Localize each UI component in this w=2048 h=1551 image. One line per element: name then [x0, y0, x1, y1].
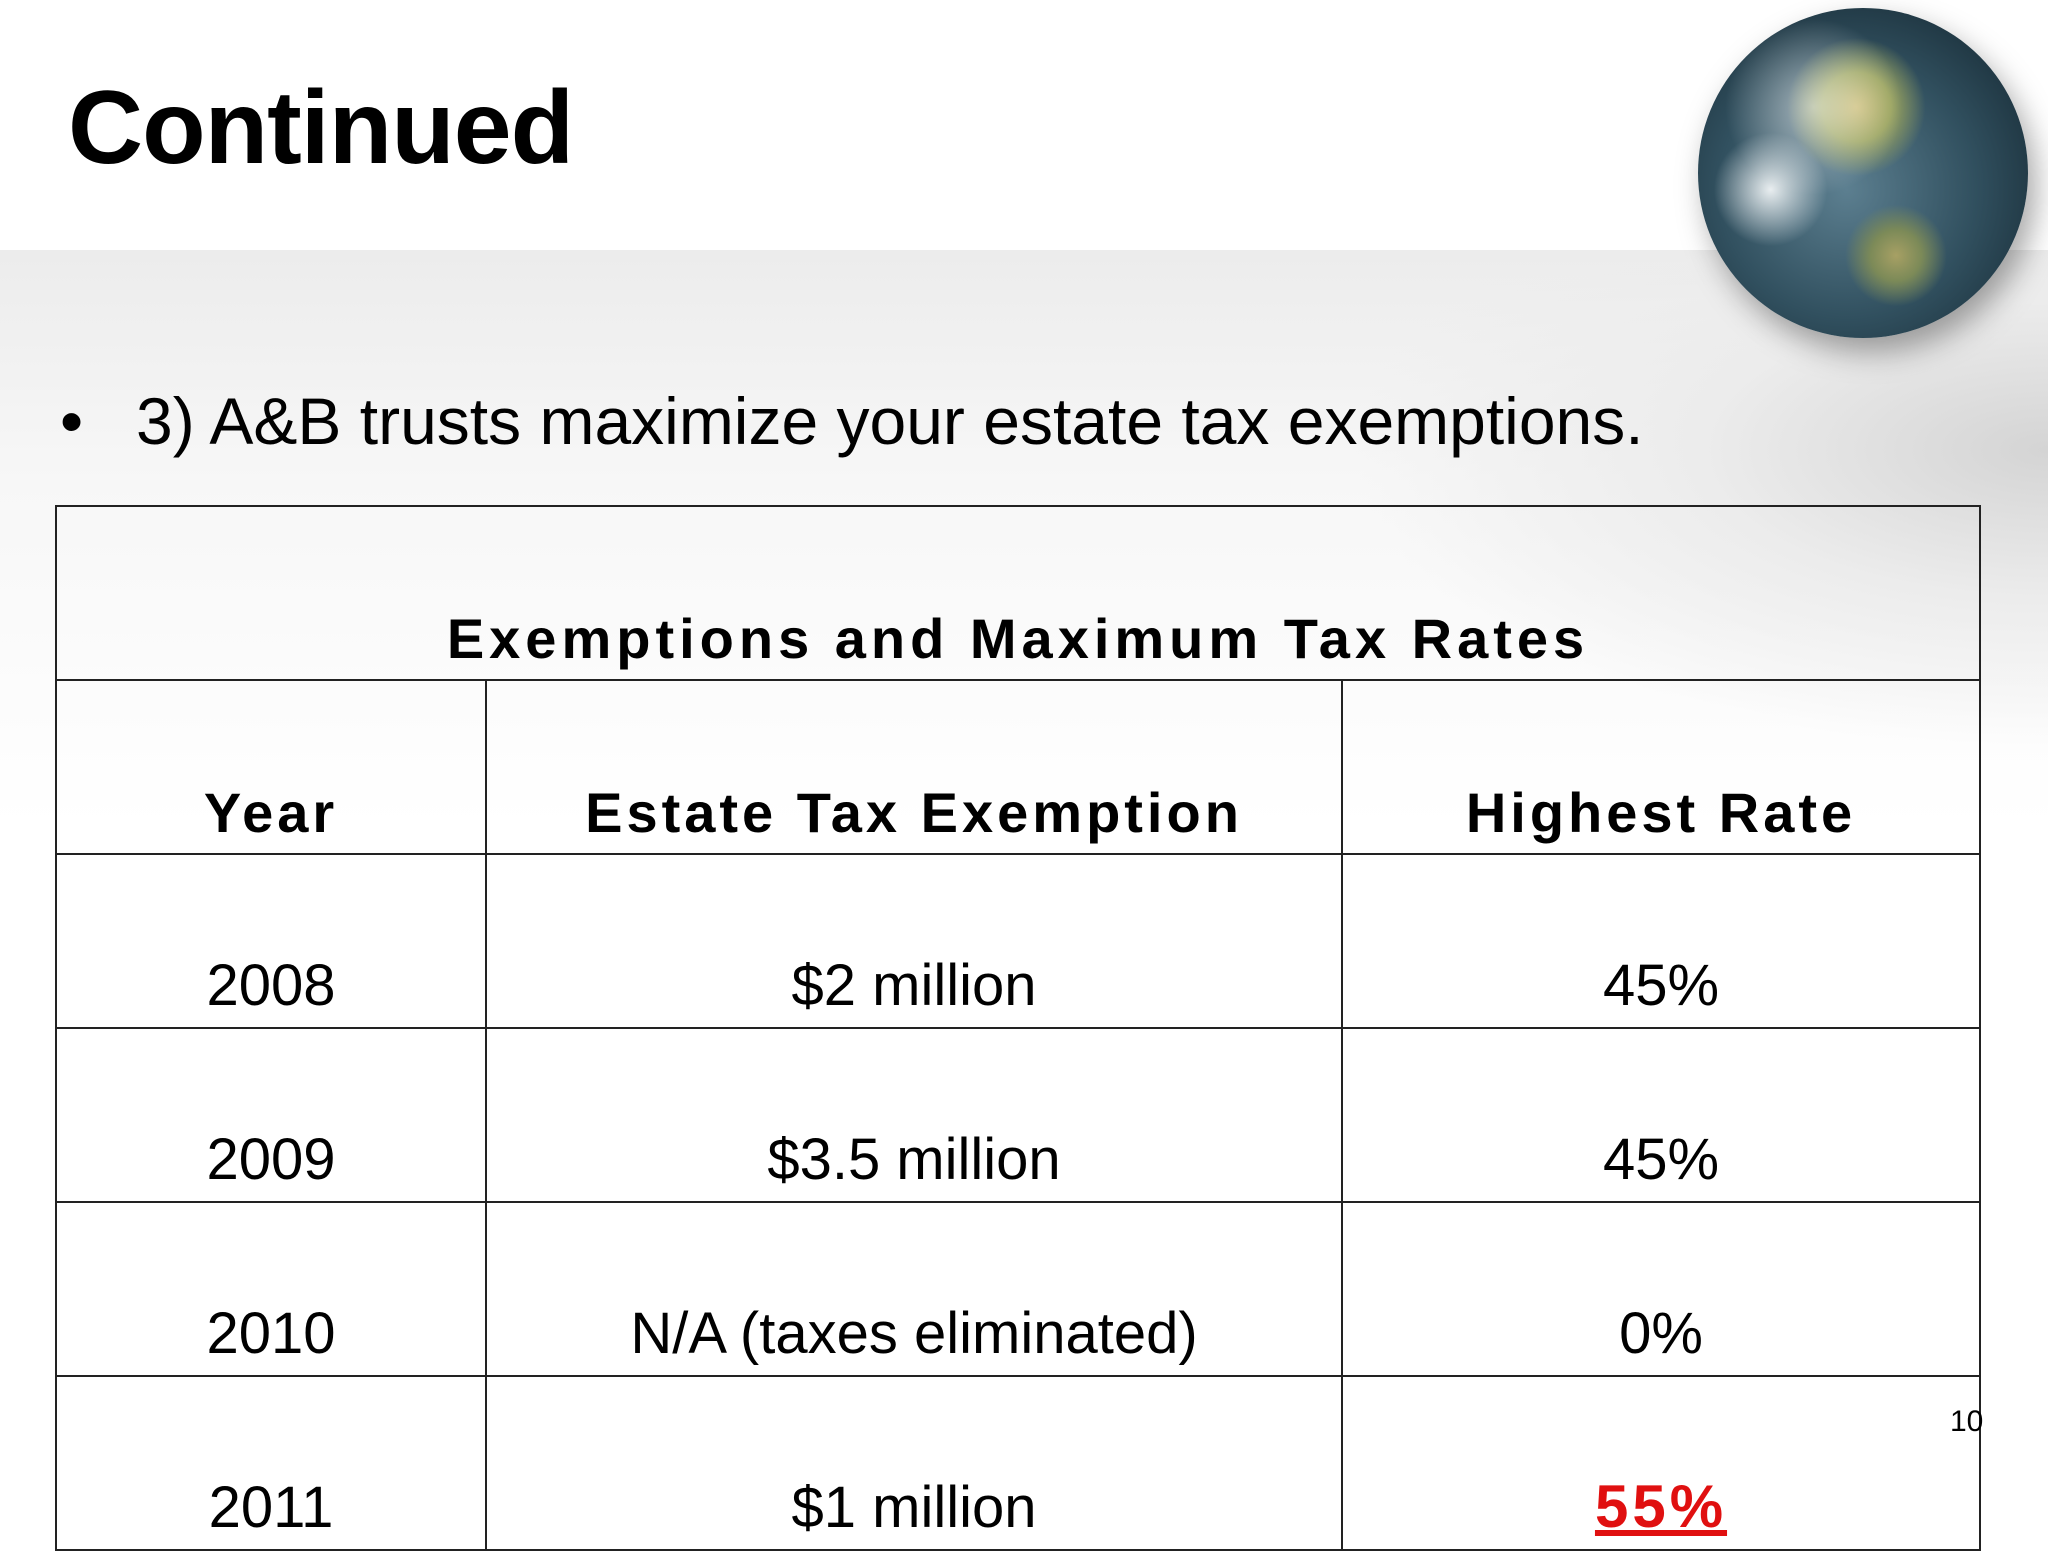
column-header-year: Year	[55, 679, 487, 855]
rate-cell: 55%	[1341, 1375, 1981, 1551]
globe-icon	[1698, 8, 2028, 338]
table-row: 2011 $1 million 55%	[55, 1375, 1981, 1551]
rate-cell: 45%	[1341, 853, 1981, 1029]
year-cell: 2009	[55, 1027, 487, 1203]
tax-rate-table: Exemptions and Maximum Tax Rates Year Es…	[55, 505, 1981, 1551]
bullet-text: 3) A&B trusts maximize your estate tax e…	[136, 384, 1644, 458]
table-row: 2008 $2 million 45%	[55, 853, 1981, 1029]
table-row: 2009 $3.5 million 45%	[55, 1027, 1981, 1203]
bullet-marker: •	[60, 384, 84, 458]
exemption-cell: N/A (taxes eliminated)	[485, 1201, 1343, 1377]
page-number: 10	[1950, 1405, 1984, 1438]
exemption-cell: $1 million	[485, 1375, 1343, 1551]
year-cell: 2008	[55, 853, 487, 1029]
table-title: Exemptions and Maximum Tax Rates	[55, 505, 1981, 681]
table-header-row: Year Estate Tax Exemption Highest Rate	[55, 679, 1981, 855]
highlighted-rate: 55%	[1594, 1473, 1728, 1540]
slide-title: Continued	[68, 70, 574, 186]
exemption-cell: $2 million	[485, 853, 1343, 1029]
rate-cell: 0%	[1341, 1201, 1981, 1377]
table-row: 2010 N/A (taxes eliminated) 0%	[55, 1201, 1981, 1377]
year-cell: 2011	[55, 1375, 487, 1551]
column-header-exemption: Estate Tax Exemption	[485, 679, 1343, 855]
exemption-cell: $3.5 million	[485, 1027, 1343, 1203]
bullet-point: • 3) A&B trusts maximize your estate tax …	[60, 376, 1644, 466]
year-cell: 2010	[55, 1201, 487, 1377]
rate-cell: 45%	[1341, 1027, 1981, 1203]
column-header-rate: Highest Rate	[1341, 679, 1981, 855]
